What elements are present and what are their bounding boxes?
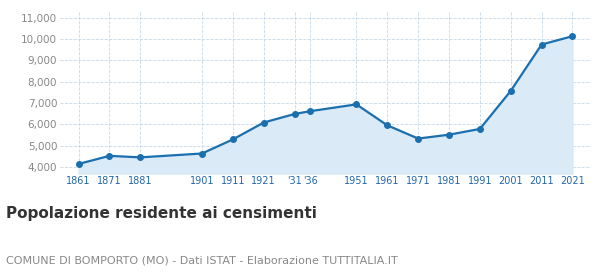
Text: COMUNE DI BOMPORTO (MO) - Dati ISTAT - Elaborazione TUTTITALIA.IT: COMUNE DI BOMPORTO (MO) - Dati ISTAT - E…: [6, 255, 398, 265]
Text: Popolazione residente ai censimenti: Popolazione residente ai censimenti: [6, 206, 317, 221]
